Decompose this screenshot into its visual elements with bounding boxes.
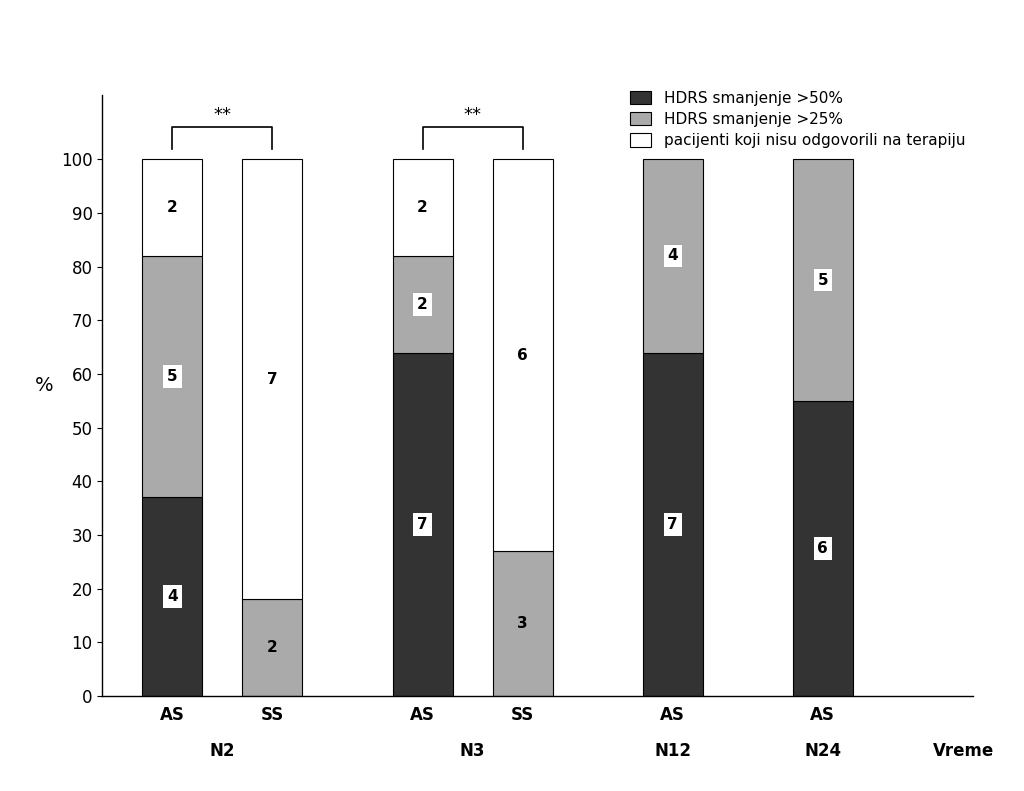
Bar: [142, 256, 203, 498]
Text: 4: 4: [668, 248, 678, 263]
Text: 5: 5: [167, 369, 178, 384]
Text: 6: 6: [817, 541, 828, 556]
Text: 7: 7: [668, 517, 678, 532]
Text: 5: 5: [817, 273, 828, 288]
Bar: [392, 353, 453, 696]
Bar: [493, 159, 553, 551]
Text: 2: 2: [167, 200, 178, 215]
Text: **: **: [464, 107, 481, 124]
Text: N12: N12: [654, 742, 691, 759]
Bar: [392, 256, 453, 353]
Text: 7: 7: [417, 517, 428, 532]
Bar: [793, 401, 853, 696]
Bar: [243, 159, 302, 600]
Text: Vreme: Vreme: [933, 742, 994, 759]
Bar: [392, 159, 453, 256]
Text: 4: 4: [167, 589, 178, 604]
Text: **: **: [213, 107, 231, 124]
Bar: [643, 353, 702, 696]
Text: N2: N2: [210, 742, 236, 759]
Bar: [493, 551, 553, 696]
Text: 6: 6: [517, 348, 528, 363]
Text: 2: 2: [417, 200, 428, 215]
Bar: [142, 498, 203, 696]
Text: 3: 3: [517, 616, 528, 631]
Text: N3: N3: [460, 742, 485, 759]
Text: 2: 2: [417, 297, 428, 312]
Text: 2: 2: [267, 640, 278, 655]
Bar: [142, 159, 203, 256]
Legend: HDRS smanjenje >50%, HDRS smanjenje >25%, pacijenti koji nisu odgovorili na tera: HDRS smanjenje >50%, HDRS smanjenje >25%…: [630, 90, 966, 148]
Bar: [243, 600, 302, 696]
Bar: [793, 159, 853, 401]
Text: 7: 7: [267, 372, 278, 387]
Y-axis label: %: %: [35, 377, 53, 396]
Text: N24: N24: [804, 742, 842, 759]
Bar: [643, 159, 702, 353]
